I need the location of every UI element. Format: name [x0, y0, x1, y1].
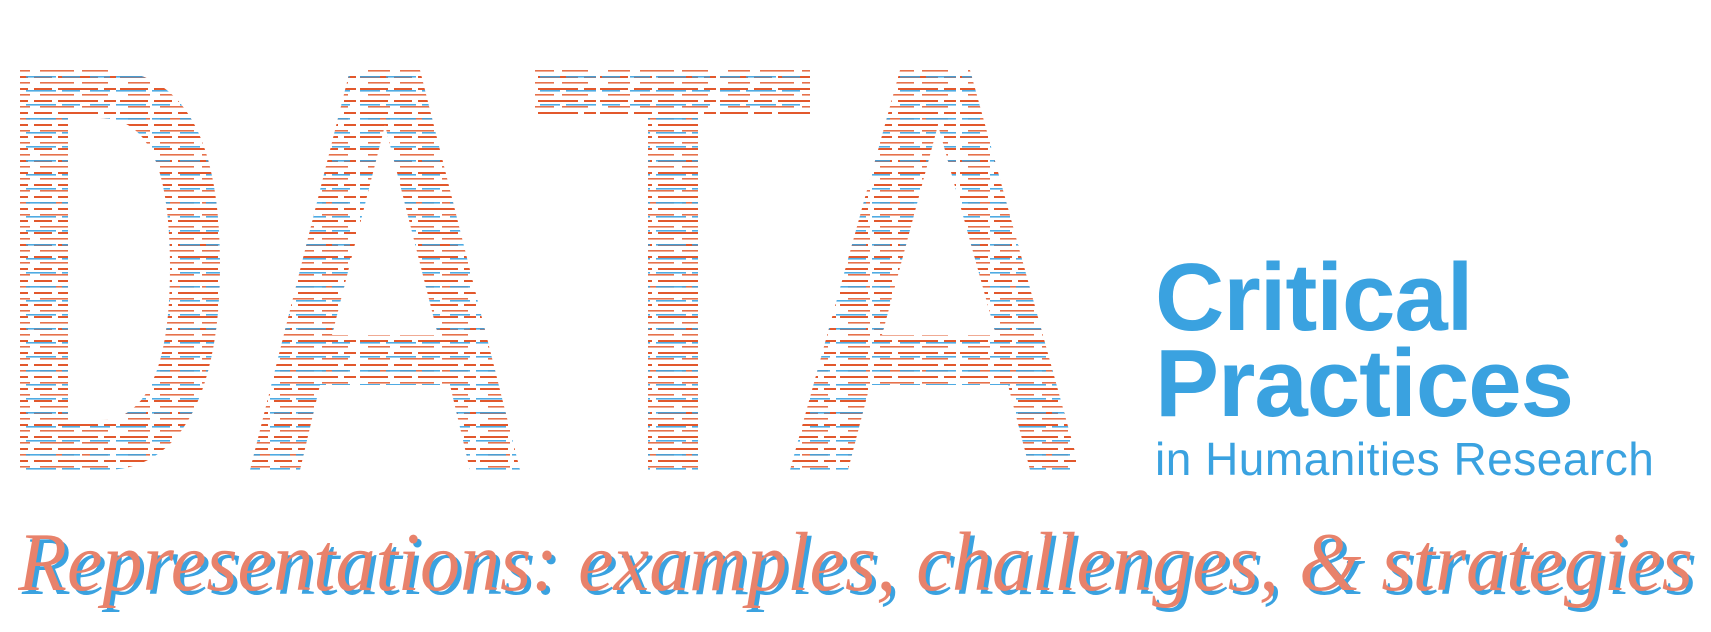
- subtitle-text: Representations: examples, challenges, &…: [18, 516, 1693, 609]
- brand-title: Critical Practices in Humanities Researc…: [1155, 244, 1655, 489]
- brand-title-line-critical: Critical: [1155, 244, 1473, 351]
- brand-subtitle: in Humanities Research: [1155, 433, 1655, 485]
- brand-title-line-practices: Practices: [1155, 330, 1574, 437]
- subtitle-banner: Representations: examples, challenges, &…: [17, 508, 1708, 623]
- subtitle-shadow-text: Representations: examples, challenges, &…: [21, 520, 1697, 613]
